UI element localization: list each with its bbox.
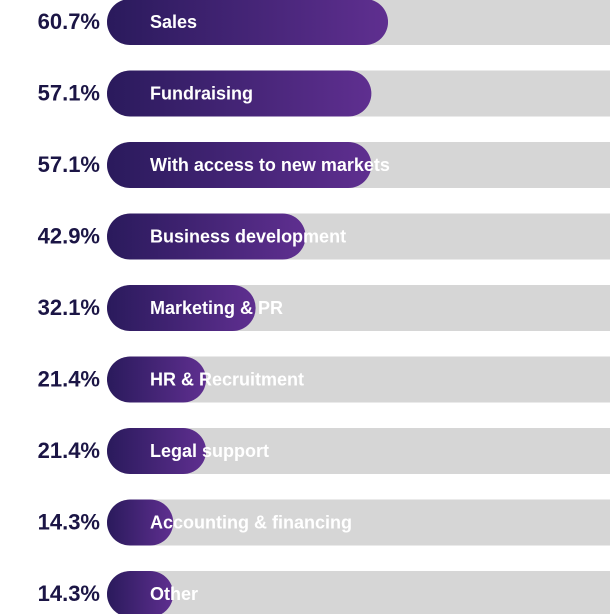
bar-track <box>107 571 610 614</box>
value-label: 32.1% <box>38 295 100 320</box>
value-label: 42.9% <box>38 223 100 248</box>
category-label: Business development <box>150 226 346 246</box>
bar <box>107 70 372 117</box>
bar <box>107 428 207 474</box>
bar <box>107 213 306 260</box>
category-label: HR & Recruitment <box>150 369 304 389</box>
bar-track <box>107 499 610 546</box>
bar <box>107 571 174 614</box>
category-label: Accounting & financing <box>150 512 352 532</box>
bar <box>107 0 389 45</box>
category-label: Fundraising <box>150 83 253 103</box>
category-label: Marketing & PR <box>150 298 283 318</box>
value-label: 60.7% <box>38 9 100 34</box>
category-label: Legal support <box>150 441 269 461</box>
value-label: 14.3% <box>38 509 100 534</box>
bar <box>107 285 256 331</box>
bar <box>107 142 372 188</box>
bar <box>107 499 174 546</box>
value-label: 21.4% <box>38 438 100 463</box>
bar <box>107 356 207 403</box>
value-label: 21.4% <box>38 366 100 391</box>
category-label: Sales <box>150 12 197 32</box>
value-label: 57.1% <box>38 80 100 105</box>
bar-track <box>107 356 610 403</box>
category-label: Other <box>150 584 198 604</box>
category-label: With access to new markets <box>150 155 390 175</box>
value-label: 14.3% <box>38 581 100 606</box>
bar-track <box>107 428 610 474</box>
value-label: 57.1% <box>38 152 100 177</box>
